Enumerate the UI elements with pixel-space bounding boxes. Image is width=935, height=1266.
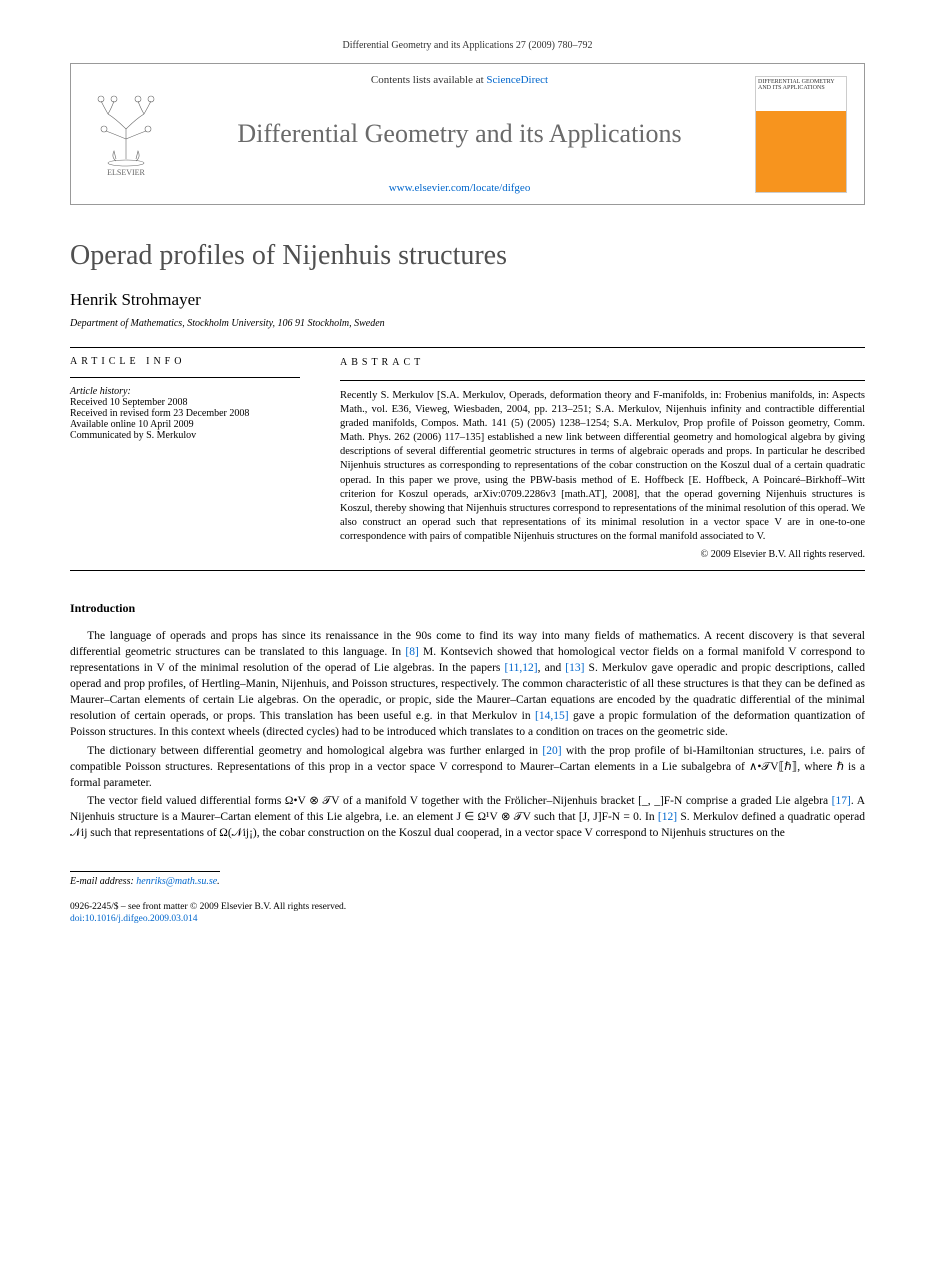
intro-paragraph-1: The language of operads and props has si… [70,628,865,741]
abstract-label: ABSTRACT [340,356,865,370]
masthead-center: Contents lists available at ScienceDirec… [181,64,738,204]
footnote-separator [70,871,220,872]
introduction-heading: Introduction [70,601,865,616]
page-container: Differential Geometry and its Applicatio… [0,0,935,956]
intro-paragraph-3: The vector field valued differential for… [70,793,865,841]
ref-link-13[interactable]: [13] [565,662,584,674]
online-date: Available online 10 April 2009 [70,419,300,430]
rule-top [70,347,865,348]
article-title: Operad profiles of Nijenhuis structures [70,240,865,272]
intro-paragraph-2: The dictionary between differential geom… [70,743,865,791]
publisher-name: ELSEVIER [107,168,145,177]
article-info-label: ARTICLE INFO [70,356,300,367]
info-abstract-row: ARTICLE INFO Article history: Received 1… [70,356,865,562]
journal-title: Differential Geometry and its Applicatio… [237,119,681,149]
journal-cover-box: DIFFERENTIAL GEOMETRY AND ITS APPLICATIO… [738,64,864,204]
history-label: Article history: [70,386,300,397]
abstract-copyright: © 2009 Elsevier B.V. All rights reserved… [340,548,865,562]
contents-available-line: Contents lists available at ScienceDirec… [371,74,548,86]
journal-url-link[interactable]: www.elsevier.com/locate/difgeo [389,182,531,194]
abstract-rule [340,380,865,381]
email-footnote: E-mail address: henriks@math.su.se. [70,876,865,887]
received-date: Received 10 September 2008 [70,397,300,408]
revised-date: Received in revised form 23 December 200… [70,408,300,419]
communicated-by: Communicated by S. Merkulov [70,430,300,441]
author-email-link[interactable]: henriks@math.su.se [136,876,217,887]
article-history: Article history: Received 10 September 2… [70,386,300,441]
journal-cover-thumbnail: DIFFERENTIAL GEOMETRY AND ITS APPLICATIO… [755,76,847,193]
elsevier-tree-logo: ELSEVIER [86,89,166,179]
cover-title-text: DIFFERENTIAL GEOMETRY AND ITS APPLICATIO… [756,77,846,111]
publisher-logo-box: ELSEVIER [71,64,181,204]
ref-link-17[interactable]: [17] [832,795,851,807]
abstract-text: Recently S. Merkulov [S.A. Merkulov, Ope… [340,389,865,545]
email-label: E-mail address: [70,876,134,887]
abstract-column: ABSTRACT Recently S. Merkulov [S.A. Merk… [340,356,865,562]
masthead: ELSEVIER Contents lists available at Sci… [70,63,865,205]
front-matter-line: 0926-2245/$ – see front matter © 2009 El… [70,901,865,913]
ref-link-11-12[interactable]: [11,12] [505,662,538,674]
author-affiliation: Department of Mathematics, Stockholm Uni… [70,318,865,329]
doi-link[interactable]: doi:10.1016/j.difgeo.2009.03.014 [70,913,865,925]
rule-bottom [70,570,865,571]
ref-link-8[interactable]: [8] [405,646,418,658]
author-name: Henrik Strohmayer [70,290,865,310]
info-rule [70,377,300,378]
contents-prefix: Contents lists available at [371,74,486,86]
article-info-column: ARTICLE INFO Article history: Received 1… [70,356,300,562]
ref-link-14-15[interactable]: [14,15] [535,710,569,722]
sciencedirect-link[interactable]: ScienceDirect [486,74,548,86]
ref-link-12[interactable]: [12] [658,811,677,823]
running-head: Differential Geometry and its Applicatio… [70,40,865,51]
ref-link-20[interactable]: [20] [542,745,561,757]
front-matter-block: 0926-2245/$ – see front matter © 2009 El… [70,901,865,926]
